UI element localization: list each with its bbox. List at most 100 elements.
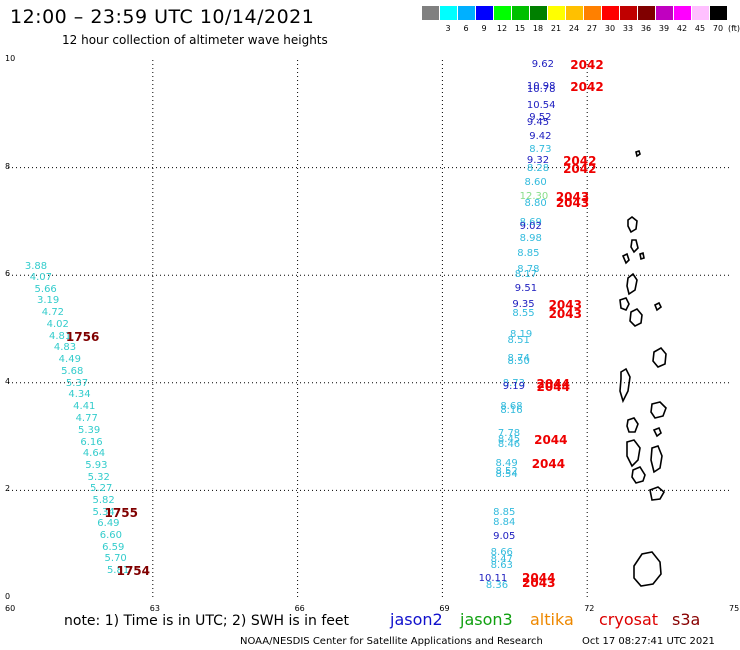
wave-height-reading: 9.45 — [526, 117, 550, 129]
wave-height-reading: 8.19 — [509, 329, 533, 341]
color-scale-label: 30 — [604, 24, 616, 33]
map-subtitle: 12 hour collection of altimeter wave hei… — [62, 33, 328, 47]
wave-height-reading: 4.07 — [29, 271, 52, 283]
color-scale-label: 45 — [694, 24, 706, 33]
wave-height-reading: 12.30 — [519, 191, 549, 203]
wave-height-reading: 9.32 — [526, 155, 550, 167]
color-swatch — [494, 6, 511, 20]
color-scale-label: 18 — [532, 24, 544, 33]
wave-height-reading: 8.50 — [507, 356, 530, 368]
color-scale-label: 33 — [622, 24, 634, 33]
pass-time-label: 2044 — [536, 376, 570, 391]
color-swatch — [674, 6, 691, 20]
wave-height-reading: 5.70 — [104, 553, 127, 565]
island-outline — [649, 486, 666, 501]
footer-note: note: 1) Time is in UTC; 2) SWH is in fe… — [64, 613, 350, 629]
wave-height-reading: 9.05 — [493, 531, 516, 543]
wave-height-reading: 7.78 — [497, 427, 521, 439]
island-outline — [650, 401, 667, 419]
color-scale-label: 21 — [550, 24, 562, 33]
wave-height-reading: 10.98 — [526, 80, 556, 92]
wave-height-reading: 10.11 — [478, 573, 508, 585]
pass-time-label: 1756 — [65, 330, 100, 345]
wave-height-reading: 8.78 — [517, 263, 540, 275]
wave-height-reading: 5.68 — [61, 366, 84, 378]
lat-tick-label: 0 — [5, 592, 11, 601]
credit-text: NOAA/NESDIS Center for Satellite Applica… — [240, 636, 543, 647]
island-outline — [652, 346, 667, 368]
wave-height-reading: 8.66 — [490, 547, 513, 559]
pass-time-label: 2042 — [570, 79, 604, 94]
wave-height-reading: 8.85 — [517, 247, 540, 259]
pass-time-label: 2043 — [522, 576, 556, 591]
wave-height-reading: 5.66 — [34, 283, 57, 295]
lon-tick-label: 72 — [584, 604, 595, 613]
color-swatch — [476, 6, 493, 20]
wave-height-reading: 9.42 — [529, 130, 552, 142]
pass-time-label: 2042 — [563, 162, 597, 177]
pass-time-label: 2043 — [555, 195, 590, 210]
wave-height-reading: 8.54 — [495, 469, 518, 481]
island-outline — [633, 551, 662, 587]
pass-time-label: 2044 — [522, 571, 556, 586]
color-swatch — [620, 6, 637, 20]
wave-height-reading: 8.55 — [512, 307, 535, 319]
lat-tick-label: 4 — [5, 376, 11, 386]
island-outline — [652, 426, 662, 438]
wave-height-reading: 8.63 — [490, 559, 513, 571]
color-swatch — [548, 6, 565, 20]
wave-height-reading: 4.41 — [73, 401, 96, 412]
wave-height-reading: 8.85 — [493, 506, 516, 518]
color-scale-unit: (ft) — [727, 24, 740, 33]
color-swatch — [602, 6, 619, 20]
wave-height-reading: 8.49 — [495, 457, 518, 469]
island-outline — [627, 215, 638, 234]
color-scale-label: 24 — [568, 24, 580, 33]
wave-height-reading: 5.34 — [92, 506, 115, 518]
wave-height-reading: 10.54 — [526, 99, 556, 111]
legend-entry-cryosat: cryosat — [599, 610, 659, 629]
color-swatch — [530, 6, 547, 20]
island-outline — [630, 239, 639, 254]
wave-height-reading: 9.02 — [519, 220, 542, 232]
color-swatch — [512, 6, 529, 20]
pass-time-label: 2043 — [555, 190, 590, 205]
color-swatch — [692, 6, 709, 20]
wave-height-reading: 8.73 — [502, 378, 525, 390]
wave-height-reading: 9.62 — [531, 59, 554, 71]
color-swatch — [566, 6, 583, 20]
pass-time-label: 2044 — [536, 379, 570, 394]
wave-height-reading: 4.72 — [41, 306, 65, 318]
wave-height-reading: 6.49 — [97, 518, 120, 530]
wave-height-reading: 6.60 — [99, 530, 122, 542]
color-scale-label: 9 — [481, 24, 487, 33]
pass-time-label: 2043 — [548, 297, 582, 312]
island-outline — [629, 308, 643, 327]
lon-tick-label: 60 — [5, 604, 16, 613]
wave-height-reading: 4.64 — [82, 448, 106, 460]
pass-time-label: 1754 — [116, 564, 150, 579]
wave-height-reading: 5.27 — [90, 483, 113, 495]
pass-time-label: 2042 — [563, 154, 597, 169]
wave-height-reading: 9.51 — [514, 282, 538, 294]
wave-height-reading: 8.17 — [514, 269, 538, 281]
pass-time-label: 2043 — [548, 306, 582, 321]
wave-height-reading: 6.16 — [80, 437, 103, 449]
wave-height-reading: 8.45 — [497, 434, 521, 446]
wave-height-reading: 4.49 — [58, 354, 81, 366]
graticule — [8, 60, 732, 598]
island-outline — [653, 301, 663, 312]
island-outline — [639, 251, 645, 261]
legend-entry-s3a: s3a — [672, 610, 701, 629]
color-scale-label: 15 — [514, 24, 526, 33]
wave-height-reading: 5.37 — [65, 377, 89, 389]
pass-time-label: 2044 — [534, 433, 568, 448]
legend-entry-jason2: jason2 — [390, 610, 443, 629]
color-swatch — [710, 6, 727, 20]
wave-height-reading: 8.16 — [500, 404, 523, 416]
wave-height-reading: 8.73 — [529, 143, 552, 155]
lat-tick-label: 8 — [5, 161, 11, 171]
pass-time-label: 2042 — [570, 58, 604, 73]
island-outline — [635, 149, 641, 158]
wave-height-reading: 6.59 — [102, 541, 125, 553]
